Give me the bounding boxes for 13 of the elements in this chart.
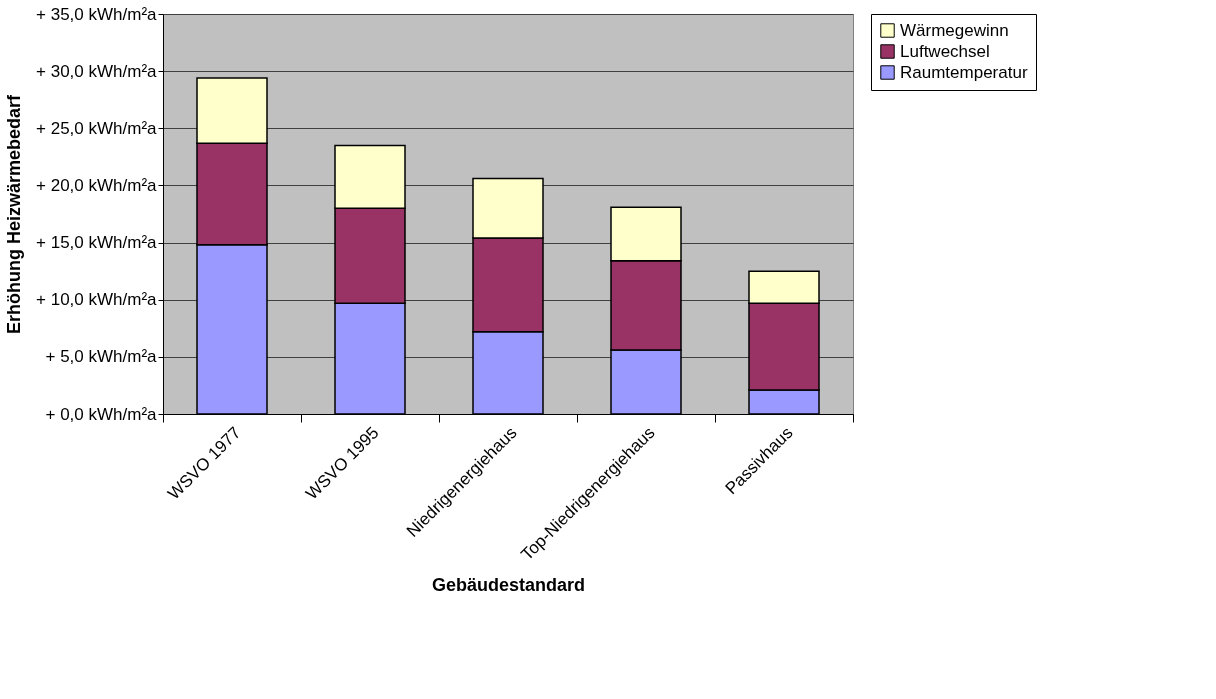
y-tick-label: + 5,0 kWh/m²a xyxy=(45,347,158,367)
legend-label: Raumtemperatur xyxy=(900,62,1028,82)
y-tick-label: + 25,0 kWh/m²a xyxy=(36,118,158,138)
y-axis-title: Erhöhung Heizwärmebedarf xyxy=(4,93,25,335)
y-tick-label: + 10,0 kWh/m²a xyxy=(36,290,158,310)
y-tick-label: + 0,0 kWh/m²a xyxy=(45,404,158,424)
y-tick-label: + 15,0 kWh/m²a xyxy=(36,233,158,253)
x-axis-title: Gebäudestandard xyxy=(431,575,586,596)
legend-label: Luftwechsel xyxy=(900,41,990,61)
y-tick-label: + 35,0 kWh/m²a xyxy=(36,4,158,24)
y-tick-label: + 30,0 kWh/m²a xyxy=(36,61,158,81)
y-tick-label: + 20,0 kWh/m²a xyxy=(36,175,158,195)
legend-label: Wärmegewinn xyxy=(900,20,1009,40)
